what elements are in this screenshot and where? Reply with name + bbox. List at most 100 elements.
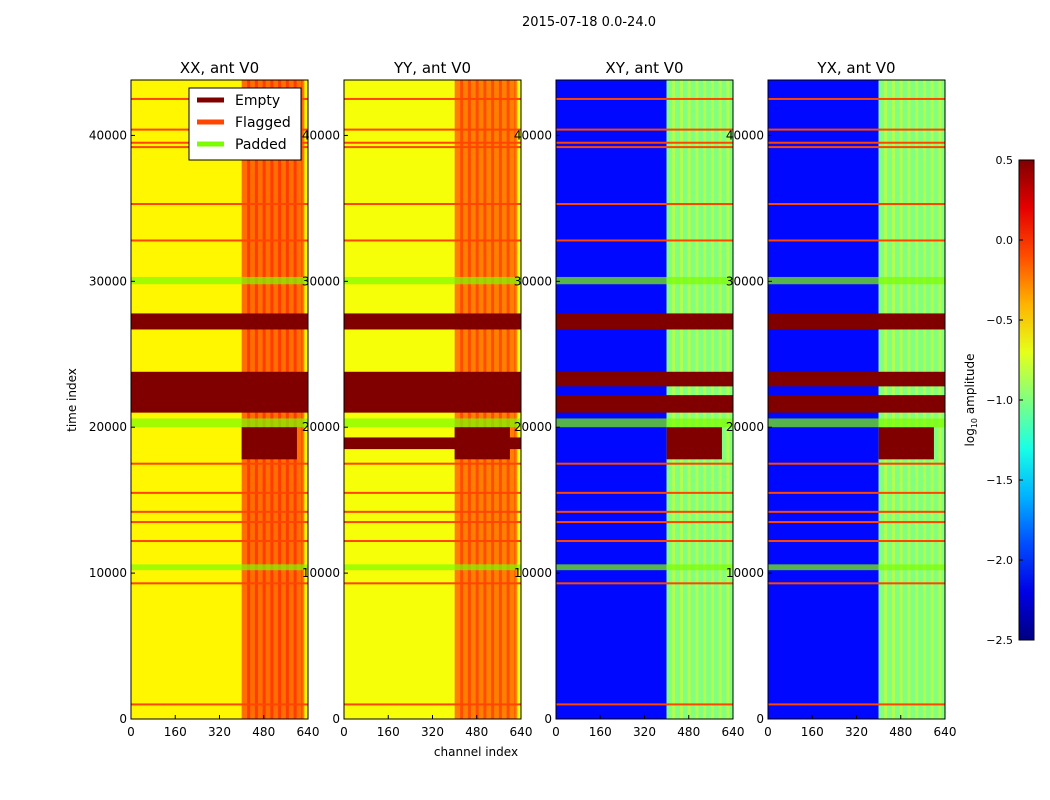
y-tick-label: 20000: [89, 420, 127, 434]
padded-band: [768, 418, 945, 428]
flagged-line: [768, 97, 945, 100]
flagged-line: [556, 510, 733, 513]
colorbar-tick-label: 0.5: [996, 154, 1014, 167]
padded-band: [556, 276, 733, 285]
flagged-line: [768, 540, 945, 543]
flagged-line: [768, 491, 945, 494]
legend: Empty Flagged Padded: [188, 87, 302, 161]
y-tick-label: 40000: [302, 128, 340, 142]
y-axis-label: time index: [65, 368, 79, 432]
padded-band: [131, 276, 308, 285]
panel-title: YX, ant V0: [816, 59, 895, 77]
flagged-line: [344, 141, 521, 144]
y-tick-label: 20000: [302, 420, 340, 434]
flagged-line: [768, 239, 945, 242]
flagged-line: [556, 521, 733, 524]
flagged-line: [344, 703, 521, 706]
flagged-line: [556, 128, 733, 131]
flagged-line: [344, 97, 521, 100]
x-tick-label: 160: [589, 725, 612, 739]
x-tick-label: 0: [552, 725, 560, 739]
flagged-line: [556, 239, 733, 242]
empty-band: [666, 427, 722, 460]
flagged-line: [131, 703, 308, 706]
y-tick-label: 10000: [89, 566, 127, 580]
flagged-line: [344, 491, 521, 494]
panel-title: XX, ant V0: [180, 59, 259, 77]
empty-band: [241, 427, 297, 460]
flagged-line: [768, 510, 945, 513]
panel-0: XX, ant V0 0 160 320 480 640 0 10000 20000 30000 4…: [89, 59, 320, 739]
y-tick-label: 30000: [514, 274, 552, 288]
y-tick-label: 30000: [726, 274, 764, 288]
flagged-line: [131, 491, 308, 494]
x-tick-label: 640: [934, 725, 957, 739]
x-tick-label: 160: [377, 725, 400, 739]
flagged-line: [556, 97, 733, 100]
padded-band: [768, 564, 945, 571]
flagged-line: [344, 128, 521, 131]
x-tick-label: 0: [340, 725, 348, 739]
flagged-line: [131, 462, 308, 465]
empty-band: [556, 313, 733, 330]
x-tick-label: 320: [208, 725, 231, 739]
colorbar-tick-label: −2.0: [986, 554, 1013, 567]
y-tick-label: 20000: [726, 420, 764, 434]
flagged-line: [344, 146, 521, 149]
colorbar-tick-label: −1.0: [986, 394, 1013, 407]
figure-title: 2015-07-18 0.0-24.0: [522, 15, 656, 30]
y-tick-label: 10000: [302, 566, 340, 580]
colorbar-label: log10 amplitude: [963, 354, 979, 447]
flagged-line: [344, 521, 521, 524]
legend-label: Flagged: [235, 115, 291, 131]
y-tick-label: 0: [544, 712, 552, 726]
flagged-line: [131, 540, 308, 543]
panel-1: YY, ant V0 0 160 320 480 640 0 10000 20000 30000 4…: [302, 59, 533, 739]
empty-band: [556, 395, 733, 413]
empty-band: [344, 371, 521, 413]
flagged-line: [768, 128, 945, 131]
colorbar-tick-label: −1.5: [986, 474, 1013, 487]
y-tick-label: 40000: [726, 128, 764, 142]
panel-3: YX, ant V0 0 160 320 480 640 0 10000 20000 30000 4…: [726, 59, 957, 739]
empty-band: [768, 313, 945, 330]
panel-2: XY, ant V0 0 160 320 480 640 0 10000 20000 30000 4…: [514, 59, 745, 739]
padded-band: [556, 564, 733, 571]
empty-band: [454, 427, 510, 460]
empty-band: [768, 395, 945, 413]
flagged-line: [344, 203, 521, 206]
flagged-line: [556, 141, 733, 144]
colorbar-tick-label: −2.5: [986, 634, 1013, 647]
y-tick-label: 10000: [726, 566, 764, 580]
panel-title: YY, ant V0: [393, 59, 471, 77]
empty-band: [131, 371, 308, 413]
flagged-line: [556, 703, 733, 706]
legend-label: Empty: [235, 93, 280, 109]
flagged-line: [768, 703, 945, 706]
y-tick-label: 0: [756, 712, 764, 726]
padded-band: [344, 564, 521, 571]
x-tick-label: 640: [297, 725, 320, 739]
flagged-line: [768, 462, 945, 465]
y-tick-label: 0: [332, 712, 340, 726]
padded-band: [131, 564, 308, 571]
flagged-line: [768, 582, 945, 585]
flagged-line: [131, 239, 308, 242]
y-tick-label: 30000: [302, 274, 340, 288]
colorbar-tick-label: −0.5: [986, 314, 1013, 327]
x-tick-label: 320: [845, 725, 868, 739]
flagged-line: [556, 203, 733, 206]
flagged-line: [131, 203, 308, 206]
x-tick-label: 0: [764, 725, 772, 739]
flagged-line: [768, 146, 945, 149]
flagged-line: [344, 582, 521, 585]
empty-band: [344, 437, 521, 450]
y-tick-label: 0: [119, 712, 127, 726]
flagged-line: [131, 510, 308, 513]
empty-band: [344, 313, 521, 330]
y-tick-label: 20000: [514, 420, 552, 434]
flagged-line: [556, 491, 733, 494]
x-tick-label: 640: [510, 725, 533, 739]
x-tick-label: 320: [633, 725, 656, 739]
